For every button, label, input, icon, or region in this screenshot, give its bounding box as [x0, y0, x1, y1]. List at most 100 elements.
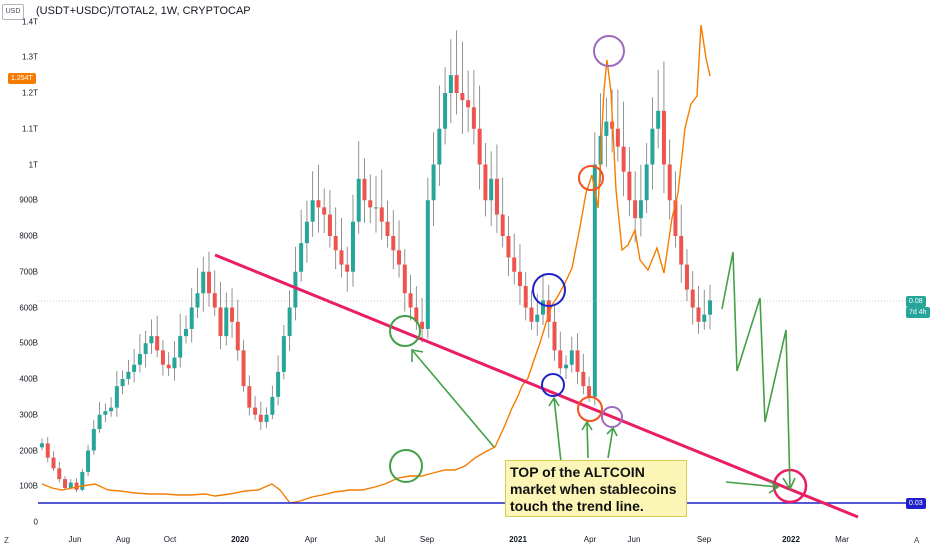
y-tick-label: 0: [33, 517, 38, 527]
x-tick-label: 2021: [509, 535, 527, 544]
x-tick-label: Oct: [163, 535, 177, 544]
candle-body: [356, 178, 361, 222]
annotation-line-3: touch the trend line.: [510, 498, 644, 514]
purple-circle-2: [601, 406, 623, 428]
candle-body: [489, 178, 494, 201]
candle-body: [178, 336, 183, 358]
candle-body: [443, 93, 448, 129]
x-tick-label: Sep: [419, 535, 435, 544]
candle-body: [408, 293, 413, 308]
candle-body: [281, 336, 286, 372]
currency-badge[interactable]: USD: [2, 4, 24, 20]
candle-body: [247, 386, 252, 408]
x-tick-label: 2022: [782, 535, 800, 544]
x-tick-label: Apr: [583, 535, 597, 544]
hline-value-badge: 0.03: [906, 498, 926, 509]
y-tick-label: 100B: [19, 481, 38, 491]
y-tick-label: 500B: [19, 338, 38, 348]
candle-body: [656, 110, 661, 129]
green-circle-1: [389, 315, 421, 347]
zoom-corner-button[interactable]: Z: [4, 536, 9, 545]
candle-body: [316, 200, 321, 208]
candle-body: [80, 471, 85, 490]
candle-body: [667, 164, 672, 201]
candle-body: [621, 146, 626, 172]
red-circle-2: [577, 396, 603, 422]
candle-body: [448, 75, 453, 93]
candle-body: [339, 250, 344, 265]
candle-body: [512, 257, 517, 272]
candle-body: [546, 300, 551, 322]
candle-body: [604, 121, 609, 136]
candle-body: [155, 336, 160, 351]
candle-body: [40, 443, 44, 448]
candle-body: [638, 200, 643, 219]
candle-body: [304, 221, 309, 244]
candle-body: [218, 307, 223, 337]
candle-body: [466, 100, 471, 108]
candle-body: [454, 75, 459, 93]
candle-body: [362, 178, 367, 201]
y-tick-label: 1.2T: [21, 88, 38, 98]
candle-body: [230, 307, 235, 322]
candle-body: [679, 236, 684, 265]
price-value-badge: 0.08: [906, 296, 926, 307]
candle-body: [183, 328, 188, 337]
candle-body: [270, 396, 275, 415]
candle-body: [633, 200, 638, 219]
candle-body: [615, 128, 620, 147]
candle-body: [224, 307, 229, 337]
candle-body: [650, 128, 655, 165]
candle-body: [322, 207, 327, 215]
candle-body: [160, 350, 165, 365]
candle-body: [253, 407, 258, 415]
candle-body: [293, 271, 298, 308]
candle-body: [74, 482, 79, 490]
red-circle-1: [578, 165, 604, 191]
candle-body: [506, 236, 511, 258]
candle-body: [517, 271, 522, 287]
symbol-title[interactable]: (USDT+USDC)/TOTAL2, 1W, CRYPTOCAP: [36, 5, 251, 17]
auto-scale-button[interactable]: A: [914, 536, 920, 545]
candle-body: [368, 200, 373, 208]
x-tick-label: Sep: [696, 535, 712, 544]
y-tick-label: 300B: [19, 410, 38, 420]
y-tick-label: 600B: [19, 303, 38, 312]
candle-body: [143, 343, 148, 354]
candle-body: [477, 128, 482, 165]
candle-body: [627, 171, 632, 201]
candle-body: [431, 164, 436, 201]
candle-body: [535, 314, 540, 322]
y-tick-label: 800B: [19, 231, 38, 241]
purple-circle-1: [593, 35, 625, 67]
candle-body: [207, 271, 211, 294]
candle-body: [374, 207, 378, 209]
x-tick-label: 2020: [231, 535, 249, 544]
x-tick-label: Jun: [68, 535, 82, 544]
candle-body: [149, 336, 154, 344]
candle-body: [437, 128, 442, 165]
annotation-line-2: market when stablecoins: [510, 481, 677, 497]
blue-circle-2: [541, 373, 565, 397]
candle-body: [235, 321, 240, 351]
candle-body: [397, 250, 402, 265]
candle-body: [276, 371, 281, 397]
candle-body: [569, 350, 574, 365]
candle-body: [425, 200, 430, 329]
candle-body: [189, 307, 194, 329]
annotation-note[interactable]: TOP of the ALTCOIN market when stablecoi…: [505, 460, 687, 517]
candle-body: [51, 457, 56, 469]
x-tick-label: Aug: [115, 535, 131, 544]
candle-body: [483, 164, 488, 201]
candle-body: [696, 307, 701, 322]
annotation-line-1: TOP of the ALTCOIN: [510, 464, 645, 480]
y-tick-label: 700B: [19, 267, 38, 277]
candle-body: [661, 110, 666, 165]
candle-body: [690, 289, 695, 308]
candle-body: [97, 414, 102, 430]
candle-body: [523, 286, 528, 308]
candle-body: [333, 236, 338, 251]
candle-body: [120, 379, 125, 387]
